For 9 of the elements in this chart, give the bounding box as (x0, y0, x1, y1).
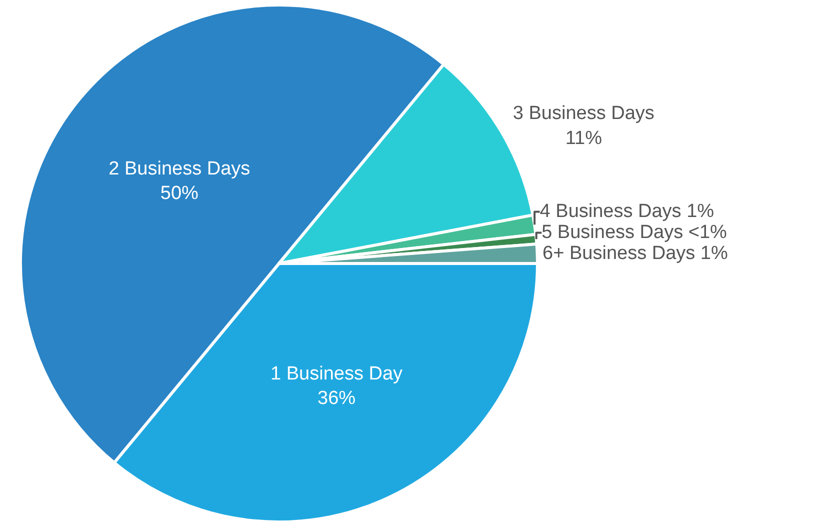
data-label: 11% (565, 128, 602, 149)
slice-label: 6+ Business Days 1% (542, 243, 728, 264)
slice-label: 4 Business Days 1% (540, 201, 714, 222)
data-label: 36% (318, 388, 356, 410)
slice-label: 2 Business Days (108, 158, 250, 180)
slice-label: 1 Business Day (270, 363, 404, 384)
slice-label: 5 Business Days <1% (542, 222, 728, 244)
slice-label: 3 Business Days (512, 103, 654, 124)
data-label: 50% (160, 182, 199, 204)
